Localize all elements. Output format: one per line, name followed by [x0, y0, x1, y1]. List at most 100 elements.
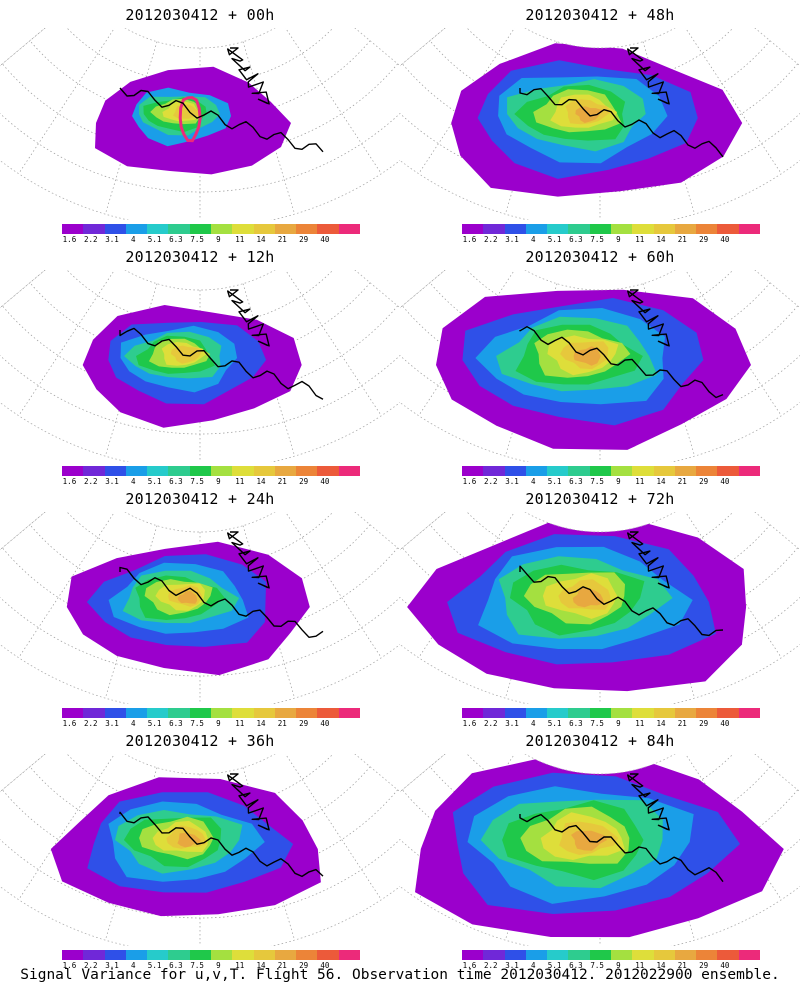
color-bar-ticks: 1.6 2.2 3.1 4 5.1 6.3 7.5 9 11 14 21 29 40	[462, 719, 760, 729]
color-swatch	[210, 708, 233, 718]
panel-title: 2012030412 + 84h	[525, 732, 675, 750]
color-swatch	[104, 950, 126, 960]
map-panel: 2012030412 + 60h 1.6 2.2 3.1 4 5.1 6.3 7.5 9 11 14…	[400, 242, 800, 486]
color-swatch	[125, 708, 148, 718]
variance-field	[50, 777, 321, 917]
tick-label: 14	[656, 477, 666, 486]
color-swatch	[189, 950, 211, 960]
color-bar-ticks: 1.6 2.2 3.1 4 5.1 6.3 7.5 9 11 14 21 29 40	[62, 235, 360, 245]
tick-label: 40	[320, 477, 330, 486]
tick-label: 11	[635, 719, 645, 728]
tick-label: 11	[235, 477, 245, 486]
tick-label: 5.1	[147, 961, 162, 970]
color-swatch	[504, 224, 526, 234]
tick-label: 1.6	[62, 477, 77, 486]
color-swatch	[274, 950, 297, 960]
color-swatch	[589, 950, 611, 960]
coastline	[519, 289, 724, 399]
tick-label: 7.5	[590, 961, 604, 970]
tick-label: 9	[216, 477, 221, 486]
tick-label: 4	[131, 961, 136, 970]
tick-label: 6.3	[169, 235, 183, 244]
coastline	[519, 773, 724, 883]
tick-label: 7.5	[590, 719, 604, 728]
tick-label: 9	[616, 477, 621, 486]
tick-label: 1.6	[462, 477, 477, 486]
tick-label: 40	[720, 235, 730, 244]
tick-label: 14	[656, 961, 666, 970]
tick-label: 6.3	[169, 719, 183, 728]
variance-field	[451, 43, 743, 197]
color-swatch	[168, 466, 190, 476]
color-swatch	[462, 708, 484, 718]
tick-label: 5.1	[547, 235, 562, 244]
tick-label: 11	[235, 961, 245, 970]
color-bar-ticks: 1.6 2.2 3.1 4 5.1 6.3 7.5 9 11 14 21 29 40	[62, 961, 360, 971]
color-swatch	[696, 950, 718, 960]
variance-field	[415, 756, 784, 938]
tick-label: 14	[256, 477, 266, 486]
tick-label: 2.2	[83, 235, 98, 244]
tick-label: 9	[616, 719, 621, 728]
color-swatch	[83, 708, 105, 718]
tick-label: 4	[531, 477, 536, 486]
color-bar	[462, 708, 760, 718]
tick-label: 9	[216, 719, 221, 728]
tick-label: 11	[235, 235, 245, 244]
map-frame	[400, 28, 800, 220]
color-swatch	[62, 224, 84, 234]
tick-label: 6.3	[169, 477, 183, 486]
color-swatch	[696, 466, 718, 476]
variance-field	[95, 66, 291, 175]
color-swatch	[525, 708, 548, 718]
tick-label: 11	[635, 477, 645, 486]
panel-title: 2012030412 + 60h	[525, 248, 675, 266]
panel-title: 2012030412 + 24h	[125, 490, 275, 508]
tick-label: 7.5	[590, 235, 604, 244]
color-swatch	[83, 950, 105, 960]
tick-label: 1.6	[62, 961, 77, 970]
tick-label: 21	[277, 477, 287, 486]
color-swatch	[547, 224, 569, 234]
color-swatch	[717, 466, 739, 476]
color-swatch	[568, 708, 590, 718]
color-swatch	[338, 950, 360, 960]
coastline	[519, 47, 724, 158]
color-swatch	[253, 224, 275, 234]
color-swatch	[717, 708, 739, 718]
color-swatch	[547, 708, 569, 718]
color-swatch	[653, 466, 675, 476]
color-bar	[62, 466, 360, 476]
variance-map	[400, 28, 800, 220]
color-swatch	[210, 466, 233, 476]
tick-label: 1.6	[62, 235, 77, 244]
color-swatch	[632, 708, 654, 718]
variance-map	[400, 754, 800, 946]
color-bar-ticks: 1.6 2.2 3.1 4 5.1 6.3 7.5 9 11 14 21 29 40	[62, 719, 360, 729]
color-swatch	[232, 708, 254, 718]
color-swatch	[147, 708, 169, 718]
color-swatch	[462, 950, 484, 960]
tick-label: 2.2	[83, 961, 98, 970]
tick-label: 29	[699, 477, 709, 486]
tick-label: 1.6	[62, 719, 77, 728]
color-swatch	[632, 224, 654, 234]
color-swatch	[317, 466, 339, 476]
variance-field	[436, 289, 751, 450]
color-bar-ticks: 1.6 2.2 3.1 4 5.1 6.3 7.5 9 11 14 21 29 40	[62, 477, 360, 487]
tick-label: 29	[299, 961, 309, 970]
tick-label: 14	[656, 235, 666, 244]
map-frame	[400, 512, 800, 704]
color-swatch	[504, 708, 526, 718]
variance-field	[407, 518, 747, 692]
color-bar	[462, 224, 760, 234]
tick-label: 2.2	[483, 719, 498, 728]
tick-label: 7.5	[590, 477, 604, 486]
tick-label: 3.1	[105, 719, 119, 728]
tick-label: 6.3	[569, 477, 583, 486]
tick-label: 2.2	[483, 235, 498, 244]
tick-label: 1.6	[462, 235, 477, 244]
panel-title: 2012030412 + 36h	[125, 732, 275, 750]
tick-label: 4	[531, 719, 536, 728]
color-swatch	[483, 466, 505, 476]
